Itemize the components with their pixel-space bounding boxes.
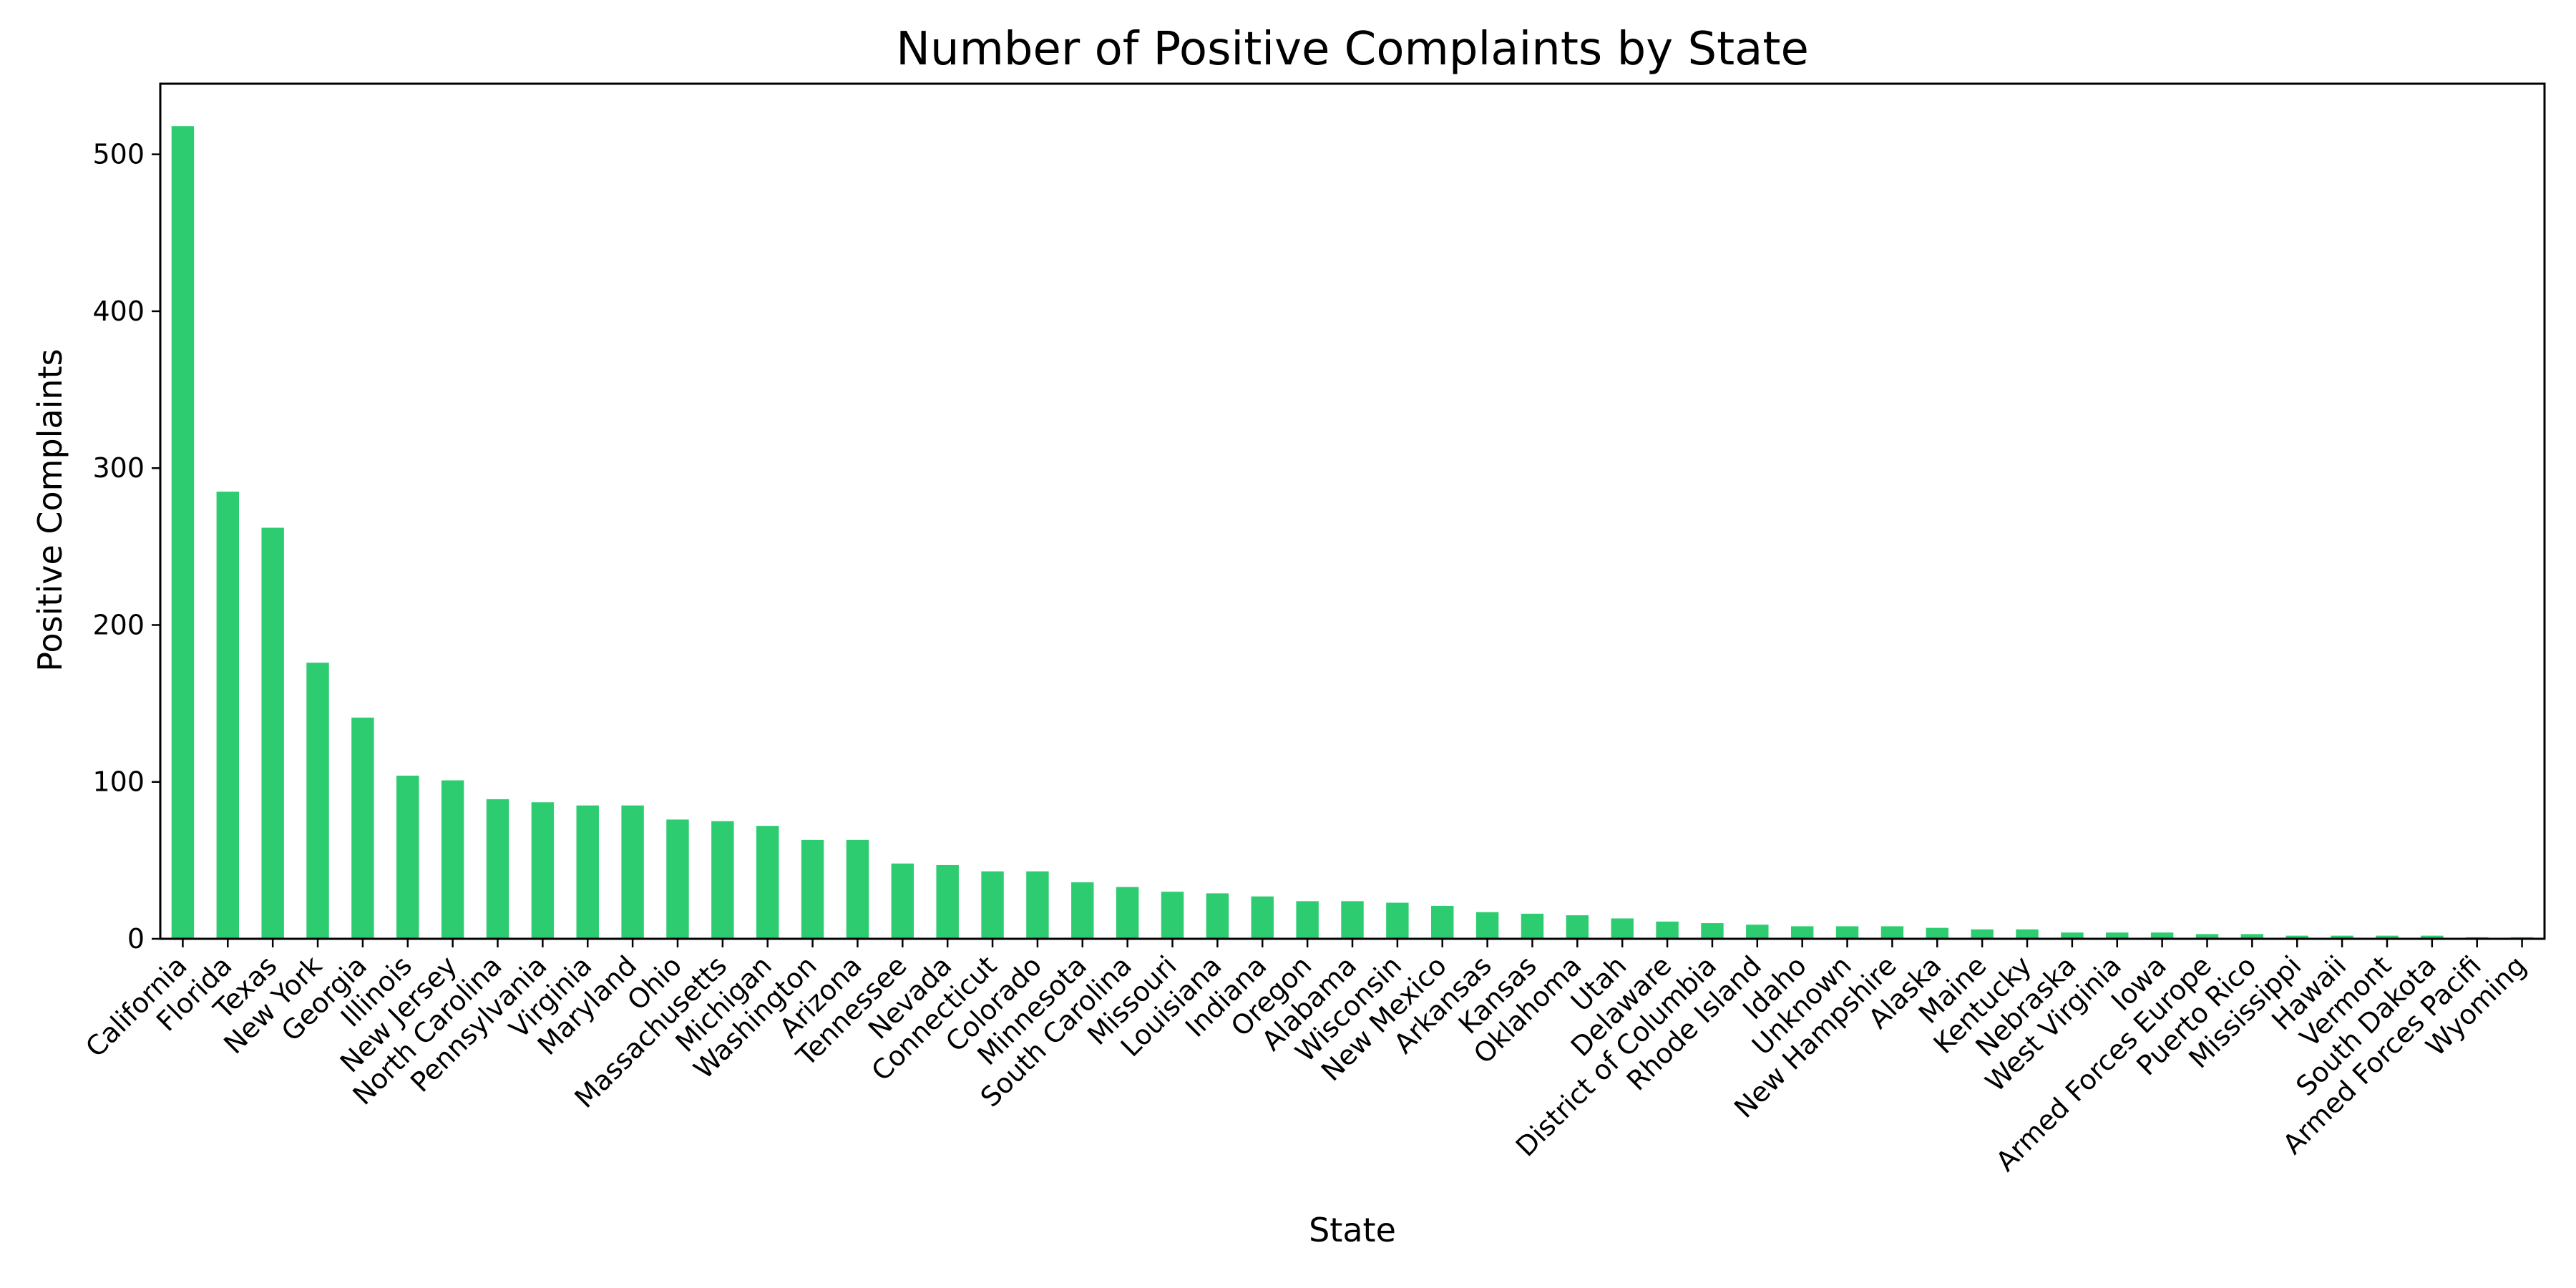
bar bbox=[1116, 887, 1139, 939]
bar bbox=[441, 780, 464, 939]
bar bbox=[1835, 926, 1859, 939]
bar bbox=[2285, 935, 2308, 939]
bar bbox=[1701, 923, 1724, 939]
bar bbox=[2016, 929, 2039, 939]
chart-title: Number of Positive Complaints by State bbox=[896, 23, 1809, 76]
bar bbox=[216, 492, 240, 939]
bar bbox=[711, 821, 734, 939]
bar bbox=[1880, 926, 1904, 939]
bar bbox=[486, 799, 509, 939]
bar bbox=[306, 663, 329, 939]
y-tick-label: 300 bbox=[92, 452, 145, 484]
bar bbox=[1386, 902, 1409, 939]
bar bbox=[801, 839, 824, 939]
bar bbox=[1790, 926, 1814, 939]
bar bbox=[1475, 912, 1499, 939]
bar bbox=[1026, 871, 1049, 939]
bar bbox=[891, 863, 914, 939]
bar bbox=[396, 775, 419, 939]
plot-frame bbox=[159, 82, 2546, 940]
y-tick-label: 200 bbox=[92, 609, 145, 640]
bars-group bbox=[171, 126, 2534, 940]
bar bbox=[666, 819, 689, 939]
bar bbox=[1971, 929, 1994, 939]
bar bbox=[261, 527, 284, 939]
bar bbox=[1566, 915, 1589, 939]
bar bbox=[171, 126, 195, 940]
bar bbox=[1431, 905, 1454, 939]
bar bbox=[2376, 935, 2399, 939]
bar bbox=[936, 864, 959, 939]
y-axis-label: Positive Complaints bbox=[31, 348, 69, 671]
bar bbox=[2106, 932, 2129, 939]
bar bbox=[1746, 924, 1769, 939]
bar bbox=[1296, 901, 1319, 939]
x-axis-label: State bbox=[1309, 1211, 1396, 1249]
bar bbox=[756, 826, 779, 939]
bar bbox=[1521, 913, 1544, 939]
bar bbox=[981, 871, 1004, 939]
y-tick-label: 400 bbox=[92, 296, 145, 327]
bar bbox=[1611, 918, 1634, 939]
bar bbox=[1161, 892, 1184, 939]
bar bbox=[2150, 932, 2174, 939]
bar bbox=[576, 805, 599, 939]
y-tick-label: 500 bbox=[92, 139, 145, 170]
bar bbox=[1656, 921, 1679, 939]
bar bbox=[1206, 893, 1229, 939]
y-ticks-group: 0 100 200 300 400 500 bbox=[92, 139, 160, 955]
y-tick-label: 100 bbox=[92, 766, 145, 798]
bar bbox=[1071, 882, 1094, 939]
bar bbox=[621, 805, 644, 939]
bar bbox=[2421, 935, 2444, 939]
bar bbox=[2061, 932, 2084, 939]
bar bbox=[1926, 927, 1948, 939]
bar bbox=[351, 717, 374, 939]
bar bbox=[846, 839, 869, 939]
bar bbox=[2331, 935, 2353, 939]
bar bbox=[2195, 934, 2219, 939]
bar bbox=[531, 802, 555, 939]
bar bbox=[2240, 934, 2264, 939]
bar bbox=[1341, 901, 1364, 939]
y-tick-label: 0 bbox=[127, 923, 145, 955]
bar bbox=[1251, 896, 1274, 939]
